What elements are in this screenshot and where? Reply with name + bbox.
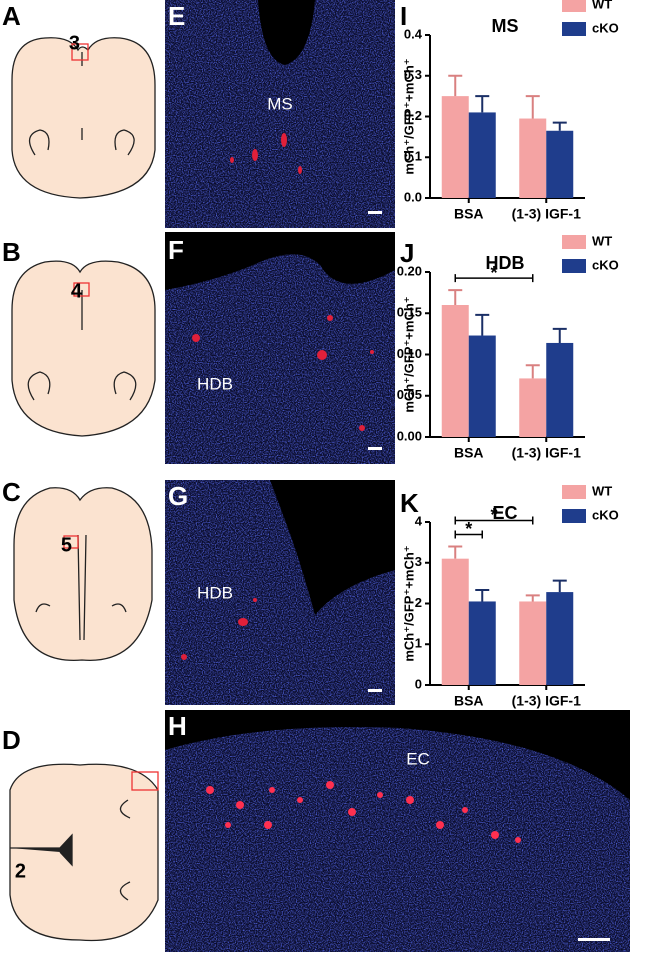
- bar: [468, 601, 496, 685]
- panel-letter: K: [400, 488, 419, 518]
- region-label: EC: [406, 749, 430, 768]
- legend-label: cKO: [592, 20, 619, 35]
- region-number: 5: [61, 534, 72, 556]
- legend-swatch: [562, 509, 586, 523]
- panel-letter: F: [168, 235, 184, 265]
- error-bar: [475, 589, 490, 602]
- panel-letter: D: [2, 725, 21, 755]
- error-bar: [552, 327, 567, 343]
- region-label: HDB: [197, 583, 233, 602]
- x-tick-label: (1-3) IGF-1: [512, 206, 581, 222]
- legend-label: WT: [592, 233, 612, 248]
- y-tick-label: 0: [415, 676, 422, 691]
- panel-letter: I: [400, 1, 407, 31]
- bar: [519, 601, 547, 685]
- x-tick-label: BSA: [454, 445, 484, 461]
- region-label: HDB: [197, 374, 233, 393]
- significance-label: *: [490, 263, 497, 283]
- significance-bracket: [454, 530, 483, 539]
- error-bar: [525, 364, 540, 379]
- panel-letter: A: [2, 1, 21, 31]
- significance-bracket: [454, 274, 534, 283]
- y-axis-label: mCh⁺/GFP⁺+mCh⁺: [401, 58, 416, 174]
- significance-label: *: [465, 519, 472, 539]
- legend-swatch: [562, 235, 586, 249]
- micrograph-g: [165, 480, 395, 705]
- y-tick-label: 0.10: [397, 346, 422, 361]
- y-axis-label: mCh⁺/GFP⁺+mCh⁺: [401, 545, 416, 661]
- diagram-d: [9, 763, 159, 942]
- bar: [441, 305, 469, 437]
- micrograph-h: [165, 710, 630, 952]
- bar: [546, 342, 574, 437]
- diagram-b: [11, 260, 156, 437]
- error-bar: [525, 95, 540, 119]
- legend-label: cKO: [592, 507, 619, 522]
- error-bar: [448, 545, 463, 559]
- error-bar: [525, 594, 540, 602]
- micrograph-f: [165, 232, 395, 464]
- y-tick-label: 0.15: [397, 305, 422, 320]
- bar: [519, 118, 547, 198]
- micrograph-e: [165, 0, 395, 228]
- region-number: 4: [71, 280, 83, 302]
- region-number: 2: [15, 860, 26, 882]
- y-tick-label: 4: [415, 513, 423, 528]
- bar: [468, 112, 496, 198]
- y-tick-label: 1: [415, 636, 422, 651]
- y-tick-label: 3: [415, 554, 422, 569]
- panel-letter: E: [168, 1, 185, 31]
- chart-title: MS: [492, 16, 519, 36]
- error-bar: [552, 579, 567, 593]
- x-tick-label: BSA: [454, 693, 484, 709]
- error-bar: [552, 121, 567, 131]
- y-tick-label: 0.00: [397, 428, 422, 443]
- legend-label: WT: [592, 483, 612, 498]
- y-tick-label: 0.3: [404, 67, 422, 82]
- legend-label: WT: [592, 0, 612, 11]
- legend-swatch: [562, 22, 586, 36]
- panel-letter: B: [2, 237, 21, 267]
- diagram-c: [13, 487, 153, 661]
- bar: [441, 96, 469, 198]
- chart-title: HDB: [486, 253, 525, 273]
- bar: [519, 378, 547, 437]
- panel-letter: H: [168, 711, 187, 741]
- legend-label: cKO: [592, 257, 619, 272]
- y-tick-label: 0.4: [404, 26, 423, 41]
- y-tick-label: 0.20: [397, 263, 422, 278]
- bar: [546, 130, 574, 198]
- panel-letter: J: [400, 238, 414, 268]
- significance-bracket: [454, 516, 534, 525]
- panel-letter: G: [168, 481, 188, 511]
- diagram-a: [11, 37, 156, 199]
- region-number: 3: [69, 32, 80, 54]
- legend-swatch: [562, 485, 586, 499]
- bar: [441, 558, 469, 685]
- chart-title: EC: [492, 503, 517, 523]
- y-tick-label: 0.05: [397, 387, 422, 402]
- legend-swatch: [562, 259, 586, 273]
- bar: [468, 335, 496, 437]
- error-bar: [475, 95, 490, 113]
- error-bar: [448, 289, 463, 305]
- panel-letter: C: [2, 477, 21, 507]
- x-tick-label: (1-3) IGF-1: [512, 693, 581, 709]
- y-axis-label: mCh⁺/GFP⁺+mCh⁺: [401, 296, 416, 412]
- bar: [546, 592, 574, 685]
- y-tick-label: 0.2: [404, 108, 422, 123]
- legend-swatch: [562, 0, 586, 12]
- error-bar: [475, 313, 490, 336]
- error-bar: [448, 74, 463, 97]
- y-tick-label: 0.0: [404, 189, 422, 204]
- region-label: MS: [267, 94, 293, 113]
- significance-label: *: [490, 505, 497, 525]
- y-tick-label: 2: [415, 595, 422, 610]
- x-tick-label: BSA: [454, 206, 484, 222]
- y-tick-label: 0.1: [404, 149, 422, 164]
- x-tick-label: (1-3) IGF-1: [512, 445, 581, 461]
